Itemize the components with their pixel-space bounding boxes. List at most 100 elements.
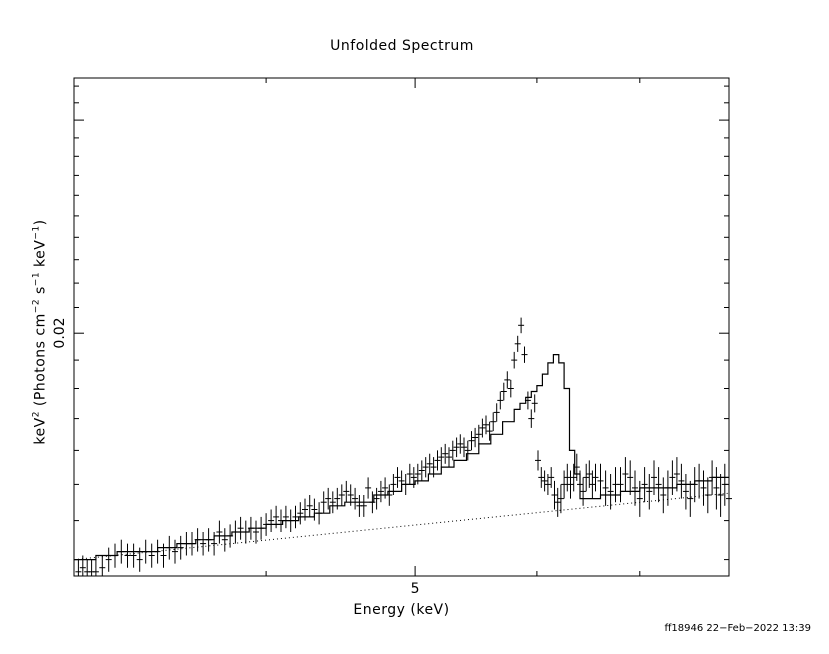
y-tick-label: 0.02 <box>52 317 68 349</box>
data-point <box>278 509 284 532</box>
data-point <box>700 470 707 506</box>
data-point <box>334 487 341 510</box>
data-point <box>507 379 514 398</box>
data-point <box>472 427 479 448</box>
data-point <box>461 437 467 458</box>
data-point <box>607 474 614 510</box>
data-point <box>483 415 489 435</box>
data-point <box>148 543 155 568</box>
data-point <box>194 528 201 552</box>
data-point <box>434 450 441 471</box>
data-point <box>394 467 401 488</box>
data-point <box>457 434 464 454</box>
data-point <box>75 559 82 576</box>
data-point <box>564 463 571 492</box>
axis-ticks <box>73 78 730 576</box>
data-point <box>227 524 234 548</box>
data-point <box>475 424 482 444</box>
data-point <box>124 543 131 568</box>
data-point <box>514 335 521 352</box>
data-point <box>329 491 336 514</box>
data-point <box>573 453 580 481</box>
data-point <box>216 520 223 544</box>
data-point <box>242 520 249 544</box>
data-point <box>490 412 497 432</box>
data-point <box>691 467 698 503</box>
data-point <box>524 391 531 410</box>
data-point <box>627 460 634 495</box>
data-point <box>622 457 629 492</box>
data-point <box>338 484 345 506</box>
data-point <box>538 467 545 488</box>
data-point <box>365 477 372 499</box>
data-point <box>528 409 535 428</box>
data-point <box>726 477 732 521</box>
data-point <box>721 463 728 506</box>
data-point <box>426 453 433 474</box>
data-point <box>464 440 471 461</box>
data-point <box>377 480 384 503</box>
data-point <box>660 477 667 514</box>
data-point <box>88 559 95 576</box>
data-point <box>189 532 195 556</box>
data-point <box>580 477 587 506</box>
y-axis-label: keV2 (Photons cm−2 s−1 keV−1) <box>31 219 49 445</box>
data-point <box>678 463 685 499</box>
data-point <box>577 470 583 499</box>
data-point <box>402 474 409 495</box>
data-point <box>183 532 190 556</box>
data-point <box>449 440 456 461</box>
data-point <box>687 480 694 517</box>
data-point <box>602 470 609 506</box>
data-point <box>497 391 504 410</box>
data-point <box>636 480 643 517</box>
continuum-model-line <box>73 492 730 561</box>
data-point <box>430 457 437 478</box>
data-point <box>297 502 304 525</box>
data-point <box>486 421 493 441</box>
data-point <box>548 467 555 488</box>
data-point <box>347 484 354 506</box>
data-point <box>253 520 259 544</box>
data-point <box>369 491 376 514</box>
data-point <box>311 498 318 521</box>
data-point <box>105 547 112 572</box>
data-point <box>561 470 568 499</box>
data-point <box>232 520 239 544</box>
data-point <box>112 543 118 568</box>
data-point <box>136 547 143 572</box>
data-point <box>617 467 624 503</box>
data-point <box>422 457 429 478</box>
data-point <box>142 539 149 564</box>
data-point <box>541 470 548 492</box>
data-point <box>655 467 662 503</box>
timestamp-footer: ff18946 22−Feb−2022 13:39 <box>664 623 811 634</box>
data-point <box>343 480 350 503</box>
chart-title: Unfolded Spectrum <box>330 38 474 54</box>
data-point <box>172 539 178 564</box>
data-point <box>651 460 657 495</box>
data-point <box>592 463 599 492</box>
data-point <box>221 528 228 552</box>
data-point <box>586 460 593 488</box>
data-point <box>511 351 518 369</box>
data-point <box>292 505 299 529</box>
data-point <box>709 460 716 495</box>
data-point <box>518 317 525 334</box>
data-point <box>446 447 452 468</box>
data-point <box>669 460 676 495</box>
data-point <box>177 535 184 560</box>
data-points <box>75 317 732 576</box>
data-point <box>414 463 421 485</box>
data-point <box>442 443 449 464</box>
data-point <box>99 555 106 576</box>
data-point <box>200 532 207 556</box>
data-point <box>504 371 511 389</box>
data-point <box>479 418 486 438</box>
data-point <box>682 474 689 510</box>
data-point <box>263 513 270 536</box>
data-point <box>535 450 541 471</box>
data-point <box>237 516 244 540</box>
data-point <box>360 495 367 517</box>
